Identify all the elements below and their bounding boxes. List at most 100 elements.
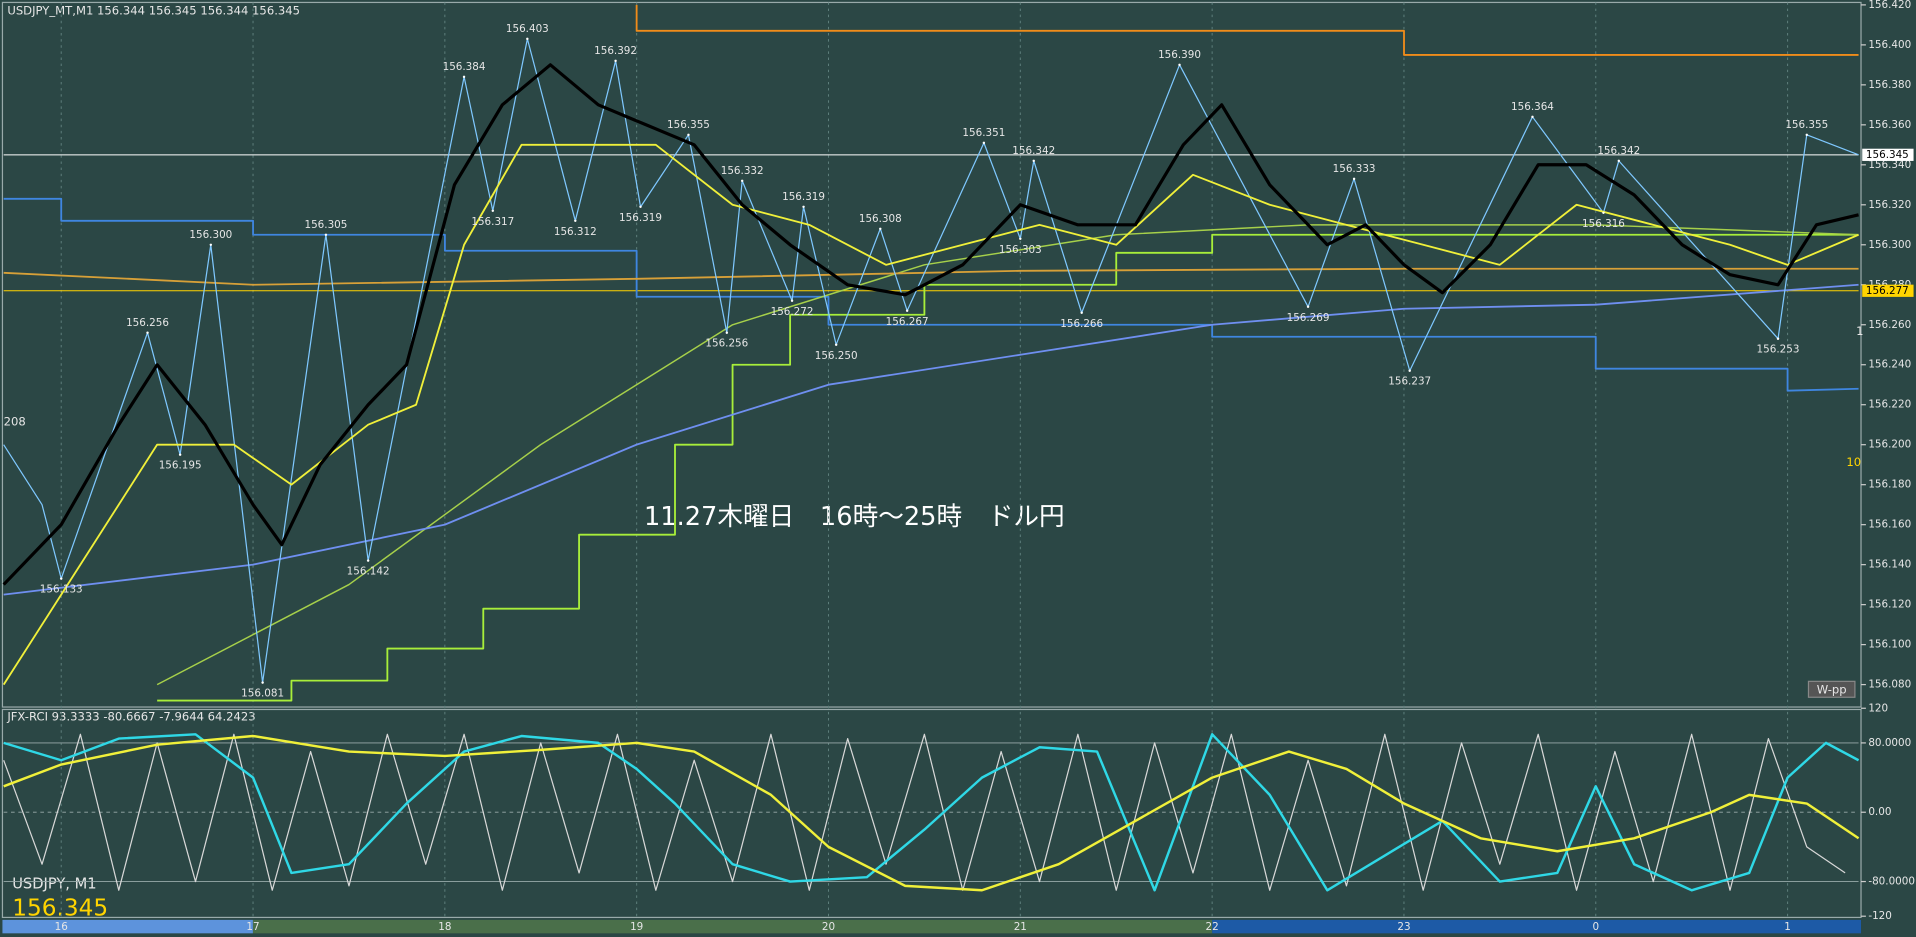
extreme-point <box>905 309 909 312</box>
x-tick-label: 19 <box>630 921 643 933</box>
extreme-point <box>574 219 577 223</box>
extreme-label: 156.142 <box>347 566 390 578</box>
series-line <box>157 233 1859 702</box>
extreme-point <box>790 299 794 302</box>
x-tick-label: 18 <box>438 921 451 933</box>
y-tick-label: 156.260 <box>1868 319 1911 331</box>
extreme-point <box>462 75 466 79</box>
session-bar <box>252 919 1213 934</box>
x-tick-label: 22 <box>1206 921 1219 933</box>
y-tick-label: 156.100 <box>1868 639 1911 651</box>
y-tick-label: 156.160 <box>1868 519 1911 531</box>
y-tick-label: 156.300 <box>1868 239 1911 251</box>
extreme-point <box>1178 63 1181 67</box>
extreme-point <box>725 331 729 334</box>
extreme-label: 156.272 <box>771 306 814 318</box>
edge-text: 1 <box>1856 324 1863 338</box>
extreme-label: 156.403 <box>506 23 549 35</box>
y-tick-label: 156.080 <box>1868 679 1911 691</box>
y-tick-label: 156.360 <box>1868 119 1911 131</box>
extreme-label: 156.133 <box>40 584 83 596</box>
y-tick-label: 156.120 <box>1868 599 1911 611</box>
extreme-point <box>982 141 986 145</box>
extreme-point <box>687 133 690 137</box>
extreme-label: 156.308 <box>859 213 902 225</box>
x-tick-label: 21 <box>1014 921 1027 933</box>
extreme-point <box>59 577 63 580</box>
x-tick-label: 17 <box>246 921 259 933</box>
annotation: 11.27木曜日 16時～25時 ドル円 <box>644 502 1065 532</box>
series-line <box>3 733 1860 892</box>
y-tick-label: -120 <box>1868 910 1892 922</box>
extreme-label: 156.253 <box>1757 344 1800 356</box>
extreme-label: 156.392 <box>594 45 637 57</box>
y-tick-label: 156.380 <box>1868 79 1911 91</box>
y-tick-label: 156.420 <box>1868 0 1911 11</box>
extreme-point <box>1032 159 1035 163</box>
y-tick-label: -80.0000 <box>1868 876 1915 888</box>
edge-text: 10 <box>1846 455 1861 469</box>
extreme-point <box>178 453 182 456</box>
y-tick-label: 156.400 <box>1868 39 1911 51</box>
extreme-label: 156.342 <box>1012 145 1055 157</box>
session-bar <box>2 919 253 934</box>
extreme-label: 156.256 <box>126 317 169 329</box>
extreme-point <box>639 205 642 209</box>
extreme-label: 156.355 <box>667 119 710 131</box>
extreme-label: 156.332 <box>721 165 764 177</box>
extreme-point <box>834 343 838 346</box>
x-tick-label: 20 <box>822 921 835 933</box>
extreme-point <box>491 209 495 213</box>
session-bar <box>1212 919 1862 934</box>
button-label[interactable]: W-pp <box>1817 682 1847 696</box>
extreme-point <box>879 227 882 231</box>
extreme-point <box>324 233 328 237</box>
series-line <box>3 197 1859 392</box>
extreme-point <box>261 681 264 684</box>
extreme-label: 156.355 <box>1785 119 1828 131</box>
x-tick-label: 23 <box>1397 921 1410 933</box>
edge-text: 208 <box>4 415 26 429</box>
extreme-label: 156.250 <box>815 350 858 362</box>
extreme-point <box>1531 115 1534 119</box>
extreme-label: 156.081 <box>241 688 284 700</box>
extreme-label: 156.351 <box>962 127 1005 139</box>
y-tick-label: 156.240 <box>1868 359 1911 371</box>
series-line <box>3 734 1860 892</box>
extreme-point <box>802 205 805 209</box>
extreme-point <box>209 243 213 247</box>
series-line <box>2 143 1859 686</box>
extreme-point <box>614 59 617 63</box>
extreme-label: 156.300 <box>189 229 232 241</box>
extreme-label: 156.317 <box>471 216 514 228</box>
y-tick-label: 156.220 <box>1868 399 1911 411</box>
extreme-label: 156.267 <box>886 316 929 328</box>
extreme-point <box>1408 369 1411 372</box>
extreme-point <box>146 331 149 334</box>
extreme-label: 156.316 <box>1582 218 1625 230</box>
y-tick-label: 156.200 <box>1868 439 1911 451</box>
extreme-label: 156.364 <box>1511 101 1554 113</box>
extreme-point <box>526 37 529 41</box>
y-tick-label: 120 <box>1868 702 1888 714</box>
extreme-point <box>1352 177 1356 181</box>
extreme-label: 156.319 <box>619 212 662 224</box>
price-tag <box>1862 284 1914 297</box>
extreme-label: 156.303 <box>999 244 1042 256</box>
y-tick-label: 156.320 <box>1868 199 1911 211</box>
x-tick-label: 1 <box>1784 921 1791 933</box>
series-line <box>635 4 1859 56</box>
y-tick-label: 156.340 <box>1868 159 1911 171</box>
extreme-label: 156.195 <box>159 460 202 472</box>
price-tag-label: 156.345 <box>1866 149 1909 161</box>
price-tag <box>1862 148 1914 161</box>
extreme-label: 156.256 <box>705 338 748 350</box>
button[interactable] <box>1807 680 1856 698</box>
extreme-label: 156.333 <box>1333 163 1376 175</box>
extreme-point <box>740 179 744 183</box>
y-tick-label: 156.180 <box>1868 479 1911 491</box>
extreme-point <box>1776 337 1780 340</box>
y-tick-label: 156.140 <box>1868 559 1911 571</box>
current-price: 156.345 <box>12 894 108 921</box>
x-tick-label: 16 <box>55 921 68 933</box>
